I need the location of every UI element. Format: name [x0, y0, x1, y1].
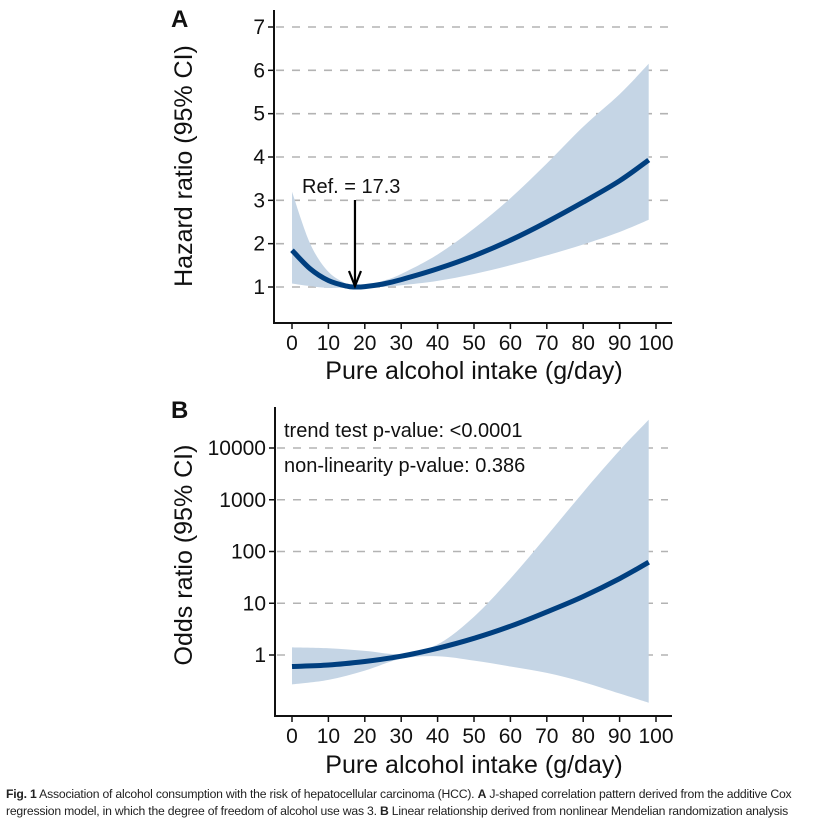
x-tick-label: 30	[390, 332, 413, 355]
y-tick-label: 1000	[219, 489, 266, 512]
y-tick-label: 1	[254, 644, 266, 667]
y-tick-label: 100	[231, 541, 266, 564]
x-tick-label: 30	[390, 725, 413, 748]
panel-b-y-axis-title: Odds ratio (95% CI)	[170, 445, 198, 666]
caption-text-2: J-shaped correlation pattern derived fro…	[6, 787, 792, 818]
x-tick-label: 100	[638, 332, 673, 355]
panel-b: B trend test p-value: <0.0001 non-linear…	[170, 397, 674, 779]
y-tick-label: 6	[253, 59, 265, 82]
panel-b-letter: B	[171, 397, 188, 424]
x-tick-label: 70	[535, 332, 558, 355]
caption-text-3: Linear relationship derived from nonline…	[388, 804, 789, 818]
y-tick-label: 4	[253, 146, 265, 169]
x-tick-label: 40	[426, 725, 449, 748]
x-tick-label: 90	[608, 332, 631, 355]
y-tick-label: 1	[253, 276, 265, 299]
panel-b-ci-band	[292, 419, 649, 703]
y-tick-label: 3	[253, 189, 265, 212]
panel-a-reference-arrow	[347, 200, 362, 289]
y-tick-label: 7	[253, 16, 265, 39]
panel-a-y-ticks: 1 2 3 4 5 6 7	[253, 16, 274, 299]
caption-fig-label: Fig. 1	[6, 787, 37, 801]
panel-a-gridlines	[276, 26, 668, 288]
x-tick-label: 0	[286, 332, 298, 355]
y-tick-label: 2	[253, 233, 265, 256]
caption-label-b: B	[380, 804, 389, 818]
y-tick-label: 10000	[208, 437, 266, 460]
panel-a-y-axis-title: Hazard ratio (95% CI)	[170, 45, 198, 287]
x-tick-label: 70	[535, 725, 558, 748]
x-tick-label: 10	[317, 332, 340, 355]
x-tick-label: 60	[499, 332, 522, 355]
panel-b-y-ticks: 1 10 100 1000 10000	[208, 437, 275, 667]
y-tick-label: 10	[243, 592, 266, 615]
figure-caption: Fig. 1 Association of alcohol consumptio…	[6, 786, 831, 820]
x-tick-label: 40	[426, 332, 449, 355]
panel-b-nonlinearity-annotation: non-linearity p-value: 0.386	[284, 455, 525, 477]
ref-arrow-head	[347, 270, 362, 289]
panel-a: A Ref. = 17.3 1 2 3 4 5 6 7 0 10 20 30 40 50 60 70 80 9…	[170, 6, 674, 385]
x-tick-label: 10	[317, 725, 340, 748]
x-tick-label: 90	[608, 725, 631, 748]
x-tick-label: 20	[353, 332, 376, 355]
y-tick-label: 5	[253, 103, 265, 126]
panel-b-odds-ratio-line	[291, 560, 650, 669]
panel-a-x-axis-title: Pure alcohol intake (g/day)	[325, 357, 622, 385]
panel-a-x-ticks: 0 10 20 30 40 50 60 70 80 90 100	[286, 323, 674, 355]
x-tick-label: 0	[286, 725, 298, 748]
panel-a-ref-annotation: Ref. = 17.3	[302, 176, 400, 198]
x-tick-label: 50	[462, 725, 485, 748]
caption-label-a: A	[477, 787, 487, 801]
panel-a-letter: A	[171, 6, 188, 33]
panel-b-trend-test-annotation: trend test p-value: <0.0001	[284, 420, 523, 442]
x-tick-label: 80	[572, 332, 595, 355]
panel-b-x-axis-title: Pure alcohol intake (g/day)	[325, 751, 622, 779]
x-tick-label: 80	[572, 725, 595, 748]
panel-a-ci-band	[292, 63, 649, 288]
caption-text-1: Association of alcohol consumption with …	[36, 787, 478, 801]
x-tick-label: 20	[353, 725, 376, 748]
panel-a-hazard-ratio-line	[290, 157, 651, 290]
panel-b-x-ticks: 0 10 20 30 40 50 60 70 80 90 100	[286, 716, 674, 748]
x-tick-label: 50	[462, 332, 485, 355]
x-tick-label: 100	[638, 725, 673, 748]
x-tick-label: 60	[499, 725, 522, 748]
